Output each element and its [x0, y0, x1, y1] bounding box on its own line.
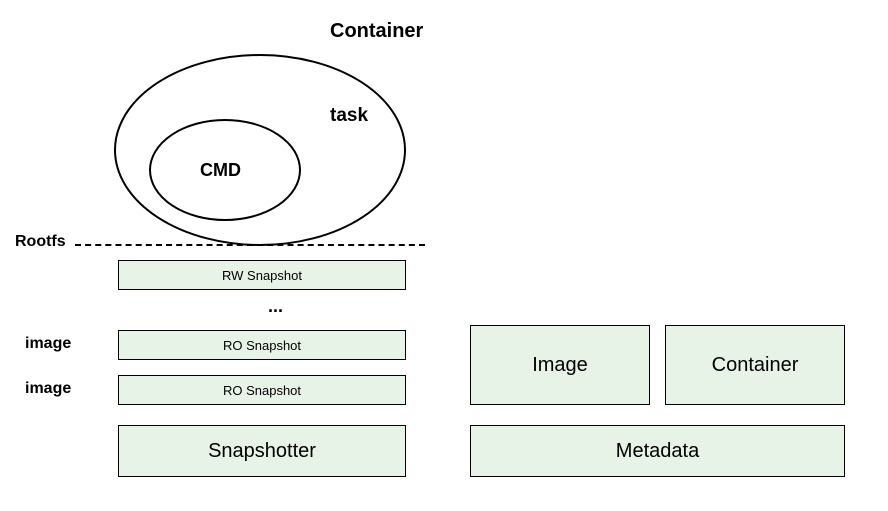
rw-snapshot-box: RW Snapshot — [118, 260, 406, 290]
ro-snapshot-box-1: RO Snapshot — [118, 330, 406, 360]
container-box-label: Container — [712, 354, 799, 377]
ro-snapshot-label-2: RO Snapshot — [223, 383, 301, 398]
image-side-label-1: image — [25, 335, 71, 353]
rootfs-label: Rootfs — [15, 233, 66, 251]
image-side-label-2: image — [25, 380, 71, 398]
metadata-label: Metadata — [616, 440, 699, 463]
task-label: task — [330, 105, 368, 127]
image-box: Image — [470, 325, 650, 405]
ellipsis-dots: ... — [268, 296, 283, 317]
cmd-label: CMD — [200, 160, 241, 181]
snapshotter-label: Snapshotter — [208, 440, 316, 463]
snapshotter-box: Snapshotter — [118, 425, 406, 477]
ro-snapshot-label-1: RO Snapshot — [223, 338, 301, 353]
image-box-label: Image — [532, 354, 588, 377]
rootfs-divider — [75, 244, 425, 246]
rw-snapshot-label: RW Snapshot — [222, 268, 302, 283]
container-box: Container — [665, 325, 845, 405]
metadata-box: Metadata — [470, 425, 845, 477]
ro-snapshot-box-2: RO Snapshot — [118, 375, 406, 405]
